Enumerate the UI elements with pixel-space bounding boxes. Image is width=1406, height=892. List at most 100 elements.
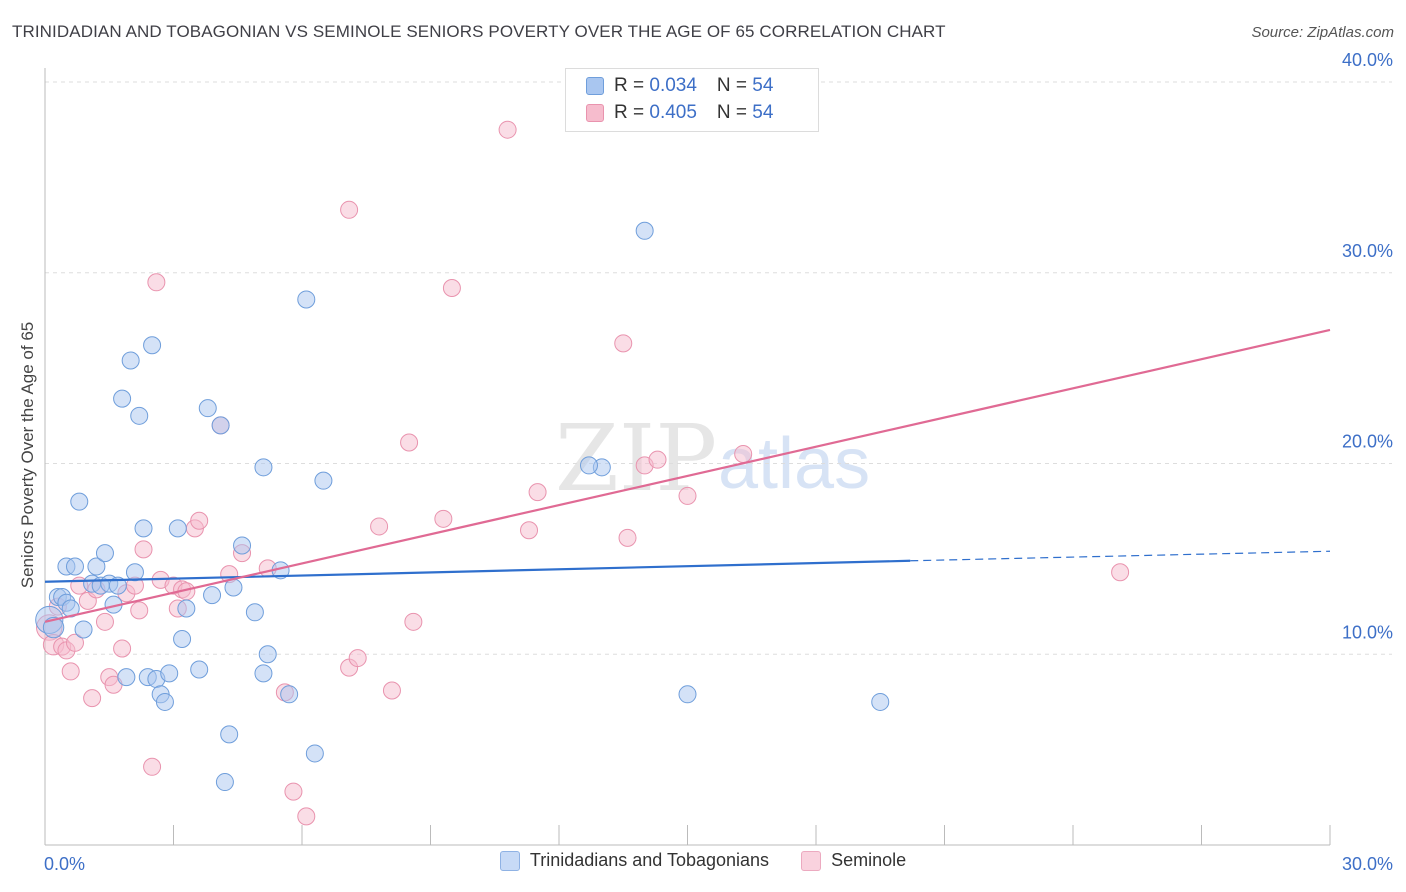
axes xyxy=(44,68,1331,846)
seminole-point xyxy=(297,807,316,826)
seminole-swatch xyxy=(801,850,822,871)
trinidadian-swatch xyxy=(499,850,520,871)
legend-row-trinidadian: R = 0.034 N = 54 xyxy=(586,73,773,99)
legend-item-seminole[interactable]: Seminole xyxy=(801,850,906,871)
n-label: N = xyxy=(716,75,753,96)
y-tick-label: 30.0% xyxy=(1342,241,1393,261)
trinidadian-point xyxy=(233,536,252,555)
seminole-point xyxy=(61,662,80,681)
seminole-point xyxy=(190,511,209,530)
trinidadian-point xyxy=(190,660,209,679)
seminole-point xyxy=(284,782,303,801)
trinidadian-point xyxy=(211,416,230,435)
seminole-point xyxy=(442,279,461,298)
trinidadian-point xyxy=(108,576,127,595)
legend-row-seminole: R = 0.405 N = 54 xyxy=(586,100,773,126)
trinidadian-point xyxy=(198,399,217,418)
seminole-point xyxy=(65,633,84,652)
seminole-trend-line xyxy=(44,328,1331,623)
seminole-point xyxy=(143,757,162,776)
trinidadian-point xyxy=(70,492,89,511)
seminole-point xyxy=(434,509,453,528)
trinidadian-trend-line xyxy=(44,559,911,583)
trinidadian-points xyxy=(35,221,890,792)
trinidadian-point xyxy=(130,406,149,425)
trinidadian-point xyxy=(95,544,114,563)
x-tick-label-right: 30.0% xyxy=(1342,854,1393,874)
y-tick-label: 40.0% xyxy=(1342,50,1393,70)
trinidadian-point xyxy=(305,744,324,763)
trinidadian-point xyxy=(177,599,196,618)
seminole-point xyxy=(113,639,132,658)
trinidadian-point xyxy=(871,692,890,711)
seminole-point xyxy=(382,681,401,700)
trinidadian-point xyxy=(297,290,316,309)
seminole-point xyxy=(648,450,667,469)
trinidadian-point xyxy=(635,221,654,240)
trend-lines xyxy=(44,328,1331,623)
seminole-point xyxy=(618,528,637,547)
seminole-point xyxy=(614,334,633,353)
seminole-points xyxy=(36,120,1130,826)
trinidadian-point xyxy=(113,389,132,408)
seminole-point xyxy=(134,540,153,559)
seminole-point xyxy=(370,517,389,536)
trinidadian-point xyxy=(65,557,84,576)
trinidadian-point xyxy=(245,603,264,622)
seminole-point xyxy=(734,444,753,463)
seminole-point xyxy=(678,486,697,505)
trinidadian-point xyxy=(125,563,144,582)
trinidadian-point xyxy=(143,336,162,355)
gridlines xyxy=(45,81,1392,655)
trinidadian-point xyxy=(254,458,273,477)
r-label: R = xyxy=(614,102,650,123)
trinidadian-point xyxy=(74,620,93,639)
trinidadian-point xyxy=(87,557,106,576)
n-label: N = xyxy=(716,102,753,123)
trinidadian-point xyxy=(254,664,273,683)
seminole-point xyxy=(83,689,102,708)
r-value-trinidadian: 0.034 xyxy=(649,75,697,96)
r-label: R = xyxy=(614,75,650,96)
seminole-point xyxy=(400,433,419,452)
y-tick-label: 20.0% xyxy=(1342,432,1393,452)
seminole-point xyxy=(520,521,539,540)
seminole-point xyxy=(95,612,114,631)
seminole-swatch xyxy=(586,104,604,122)
legend-label-seminole: Seminole xyxy=(831,850,907,870)
n-value-seminole: 54 xyxy=(752,102,774,123)
seminole-point xyxy=(404,612,423,631)
seminole-point xyxy=(528,483,547,502)
r-value-seminole: 0.405 xyxy=(649,102,697,123)
legend-item-trinidadian[interactable]: Trinidadians and Tobagonians xyxy=(499,850,770,871)
trinidadian-point xyxy=(168,519,187,538)
trinidadian-point xyxy=(121,351,140,370)
trinidadian-point xyxy=(258,645,277,664)
trinidadian-point xyxy=(678,685,697,704)
trinidadian-point xyxy=(117,668,136,687)
trinidadian-point xyxy=(220,725,239,744)
seminole-point xyxy=(130,601,149,620)
seminole-point xyxy=(147,273,166,292)
seminole-point xyxy=(498,120,517,139)
tick-labels: 10.0% 20.0% 30.0% 40.0% 0.0% 30.0% xyxy=(44,50,1393,874)
trinidadian-point xyxy=(42,616,65,639)
trinidadian-swatch xyxy=(586,77,604,95)
trinidadian-point xyxy=(280,685,299,704)
trinidadian-point xyxy=(160,664,179,683)
trinidadian-point xyxy=(215,773,234,792)
trinidadian-trend-extension xyxy=(910,550,1331,562)
trinidadian-point xyxy=(203,586,222,605)
legend-label-trinidadian: Trinidadians and Tobagonians xyxy=(529,850,770,870)
chart-title: TRINIDADIAN AND TOBAGONIAN VS SEMINOLE S… xyxy=(12,22,946,41)
trinidadian-point xyxy=(579,456,598,475)
n-value-trinidadian: 54 xyxy=(752,75,774,96)
seminole-point xyxy=(340,200,359,219)
trinidadian-point xyxy=(314,471,333,490)
correlation-legend: R = 0.034 N = 54 R = 0.405 N = 54 xyxy=(565,68,819,132)
trinidadian-point xyxy=(173,629,192,648)
y-tick-label: 10.0% xyxy=(1342,622,1393,642)
y-axis-label: Seniors Poverty Over the Age of 65 xyxy=(18,322,37,588)
seminole-point xyxy=(348,649,367,668)
